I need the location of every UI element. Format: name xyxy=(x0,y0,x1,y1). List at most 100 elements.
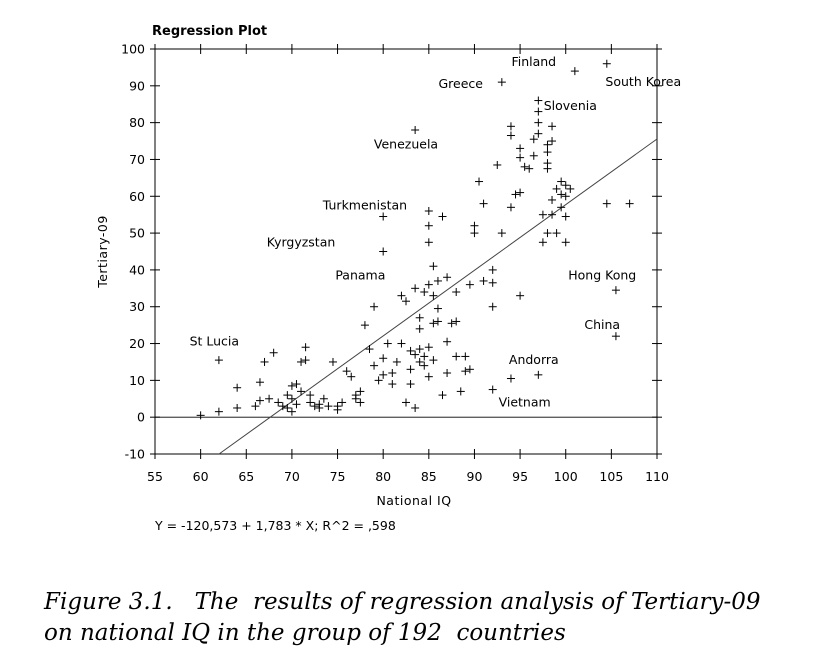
data-point xyxy=(429,319,438,328)
data-point xyxy=(433,317,442,326)
data-point xyxy=(488,278,497,287)
data-point xyxy=(383,339,392,348)
data-point xyxy=(292,400,301,409)
x-axis-label: National IQ xyxy=(376,493,451,508)
data-point xyxy=(443,273,452,282)
data-point xyxy=(611,332,620,341)
data-point xyxy=(411,403,420,412)
data-point xyxy=(488,265,497,274)
data-point xyxy=(255,396,264,405)
data-point xyxy=(488,302,497,311)
data-point xyxy=(379,354,388,363)
data-point xyxy=(392,357,401,366)
figure-caption: Figure 3.1. The results of regression an… xyxy=(44,587,834,649)
country-label: St Lucia xyxy=(190,334,239,349)
x-tick-label: 80 xyxy=(375,469,391,484)
x-tick-label: 85 xyxy=(421,469,437,484)
data-point xyxy=(552,184,561,193)
data-point xyxy=(420,352,429,361)
y-tick-label: 90 xyxy=(129,78,145,93)
x-tick-label: 110 xyxy=(645,469,669,484)
data-point xyxy=(301,356,310,365)
data-point xyxy=(306,398,315,407)
data-point xyxy=(520,162,529,171)
data-point xyxy=(443,337,452,346)
data-point xyxy=(548,195,557,204)
data-point xyxy=(324,402,333,411)
data-point xyxy=(561,192,570,201)
country-label: Turkmenistan xyxy=(322,197,407,212)
data-point xyxy=(233,383,242,392)
data-point xyxy=(433,304,442,313)
data-point xyxy=(438,391,447,400)
country-annotations: Finland South Korea Greece Slovenia Venezuel… xyxy=(190,54,682,410)
data-point xyxy=(456,387,465,396)
y-tick-label: 20 xyxy=(129,336,145,351)
chart-title: Regression Plot xyxy=(152,24,267,39)
data-point xyxy=(534,118,543,127)
data-point xyxy=(333,405,342,414)
data-point xyxy=(415,324,424,333)
data-point xyxy=(529,135,538,144)
data-point xyxy=(602,59,611,68)
data-point xyxy=(611,286,620,295)
data-point xyxy=(429,262,438,271)
data-point xyxy=(570,67,579,76)
data-point xyxy=(196,411,205,420)
data-point xyxy=(297,357,306,366)
y-tick-label: 60 xyxy=(129,189,145,204)
data-point xyxy=(447,319,456,328)
data-point xyxy=(529,151,538,160)
data-point xyxy=(379,247,388,256)
data-point xyxy=(301,343,310,352)
data-point xyxy=(516,144,525,153)
data-point xyxy=(283,391,292,400)
data-point xyxy=(269,348,278,357)
data-point xyxy=(516,188,525,197)
data-point xyxy=(402,297,410,306)
data-point xyxy=(260,357,269,366)
data-point xyxy=(479,199,488,208)
data-point xyxy=(420,361,429,370)
y-tick-label: 100 xyxy=(121,42,145,57)
data-point xyxy=(411,126,420,134)
data-point xyxy=(397,339,406,348)
data-point xyxy=(461,352,470,361)
data-point xyxy=(251,402,260,411)
data-point xyxy=(548,210,557,219)
data-point xyxy=(287,394,296,403)
country-label: Kyrgyzstan xyxy=(267,234,336,249)
data-point xyxy=(557,190,566,199)
data-point xyxy=(557,177,566,186)
data-point xyxy=(465,365,474,374)
data-point xyxy=(406,380,415,389)
data-point xyxy=(388,369,397,377)
data-point xyxy=(370,361,379,370)
data-point xyxy=(424,238,433,247)
data-point xyxy=(265,394,274,403)
data-point xyxy=(497,229,506,238)
data-point xyxy=(543,229,552,238)
y-tick-label: 10 xyxy=(129,373,145,388)
data-point xyxy=(433,276,442,285)
data-point xyxy=(552,229,561,238)
x-tick-label: 90 xyxy=(467,469,483,484)
data-point xyxy=(406,365,415,374)
y-tick-label: 40 xyxy=(129,262,145,277)
y-tick-label: 80 xyxy=(129,115,145,130)
country-label: Slovenia xyxy=(544,98,597,113)
data-point xyxy=(338,398,347,407)
data-point xyxy=(292,380,301,389)
data-point xyxy=(506,122,515,131)
x-axis: 55 60 65 70 75 80 85 90 95 100 105 110 xyxy=(147,44,669,484)
data-point xyxy=(424,207,433,215)
data-point xyxy=(297,387,306,396)
data-point xyxy=(438,212,447,221)
data-point xyxy=(274,398,283,407)
data-point xyxy=(424,280,433,289)
data-point xyxy=(602,199,611,208)
y-tick-label: 50 xyxy=(129,226,145,241)
data-point xyxy=(351,391,360,400)
data-point xyxy=(255,378,264,387)
data-point xyxy=(534,129,543,138)
